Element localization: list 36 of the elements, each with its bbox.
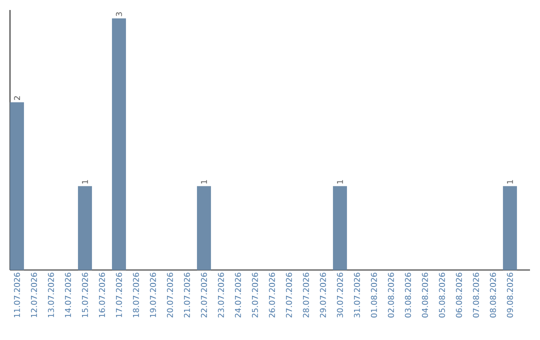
x-tick-label: 17.07.2026 <box>116 272 122 318</box>
x-tick-label: 08.08.2026 <box>490 272 496 318</box>
x-tick-label: 16.07.2026 <box>98 272 105 318</box>
x-tick-label: 09.08.2026 <box>506 272 513 318</box>
x-tick-label: 06.08.2026 <box>456 272 462 318</box>
x-tick-label: 20.07.2026 <box>166 272 173 318</box>
x-tick-label: 05.08.2026 <box>438 272 445 318</box>
data-label: 3 <box>116 12 122 16</box>
x-tick-label: 21.07.2026 <box>184 272 190 318</box>
x-tick-label: 25.07.2026 <box>252 272 258 318</box>
x-tick-label: 23.07.2026 <box>218 272 224 318</box>
x-tick-label: 14.07.2026 <box>64 272 71 318</box>
x-tick-label: 19.07.2026 <box>150 272 156 318</box>
data-label: 1 <box>201 180 207 184</box>
data-label: 1 <box>337 180 343 184</box>
x-tick-label: 15.07.2026 <box>82 272 88 318</box>
x-tick-label: 30.07.2026 <box>336 272 343 318</box>
x-tick-label: 03.08.2026 <box>404 272 411 318</box>
x-tick-label: 12.07.2026 <box>30 272 37 318</box>
x-tick-label: 24.07.2026 <box>234 272 241 318</box>
x-tick-label: 01.08.2026 <box>370 272 377 318</box>
x-tick-label: 04.08.2026 <box>422 272 428 318</box>
data-label: 1 <box>507 180 513 184</box>
x-tick-label: 11.07.2026 <box>14 272 20 318</box>
data-label: 2 <box>14 96 20 100</box>
x-tick-label: 28.07.2026 <box>302 272 309 318</box>
x-tick-label: 31.07.2026 <box>354 272 360 318</box>
x-tick-label: 18.07.2026 <box>132 272 139 318</box>
x-tick-label: 26.07.2026 <box>268 272 275 318</box>
data-label: 1 <box>82 180 88 184</box>
x-tick-label: 02.08.2026 <box>388 272 394 318</box>
x-tick-label: 29.07.2026 <box>320 272 326 318</box>
x-tick-label: 07.08.2026 <box>472 272 479 318</box>
x-tick-label: 27.07.2026 <box>286 272 292 318</box>
x-tick-label: 13.07.2026 <box>48 272 54 318</box>
x-tick-label: 22.07.2026 <box>200 272 207 318</box>
